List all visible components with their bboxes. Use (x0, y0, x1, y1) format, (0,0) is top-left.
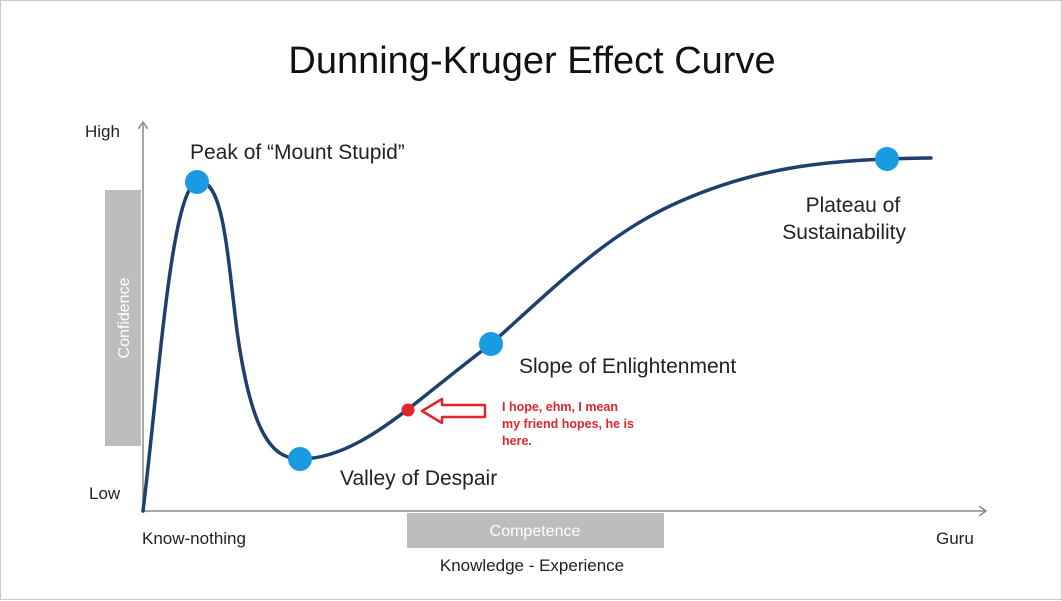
valley-label: Valley of Despair (340, 467, 497, 490)
slope-label: Slope of Enlightenment (519, 355, 736, 378)
plateau-marker (875, 147, 899, 171)
x-axis-caption: Knowledge - Experience (440, 556, 624, 575)
peak-marker (185, 170, 209, 194)
confidence-band (105, 190, 141, 446)
competence-band (407, 513, 664, 548)
y-axis-high-label: High (85, 122, 120, 141)
y-axis-low-label: Low (89, 484, 121, 503)
plateau-label: Plateau of Sustainability (782, 194, 906, 244)
valley-marker (288, 447, 312, 471)
annotation-note: I hope, ehm, I mean my friend hopes, he … (502, 400, 637, 448)
confidence-label: Confidence (116, 277, 133, 358)
competence-label: Competence (490, 523, 581, 540)
diagram-title: Dunning-Kruger Effect Curve (288, 40, 775, 82)
x-axis-left-label: Know-nothing (142, 529, 246, 548)
left-arrow-icon (420, 397, 487, 425)
slope-marker (479, 332, 503, 356)
x-axis-right-label: Guru (936, 529, 974, 548)
friend-position-dot (401, 403, 415, 417)
peak-label: Peak of “Mount Stupid” (190, 141, 405, 164)
